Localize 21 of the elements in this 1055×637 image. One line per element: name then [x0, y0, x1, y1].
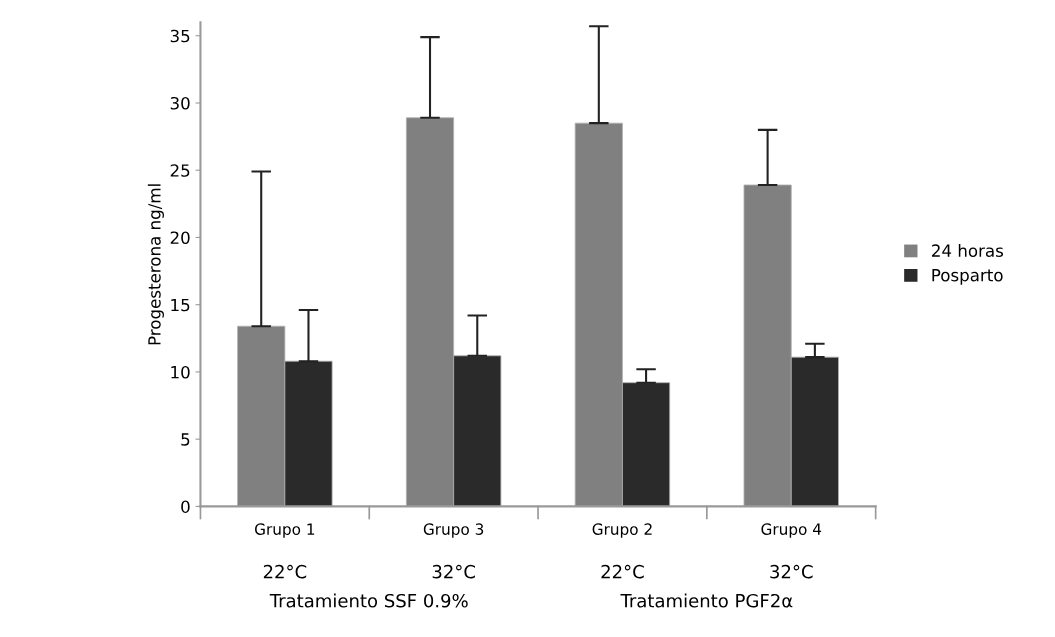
- y-tick-label: 5: [181, 433, 190, 446]
- y-tick-label: 0: [181, 500, 190, 513]
- x-tick-label: Grupo 4: [761, 523, 822, 538]
- text: 32°C: [770, 564, 813, 579]
- y-tick-label: 20: [170, 231, 190, 245]
- x-tick-label: Grupo 3: [423, 523, 484, 538]
- legend-label: Posparto: [932, 269, 1003, 285]
- y-tick-label: 10: [171, 365, 190, 379]
- text: Tratamiento PGF2α: [620, 593, 793, 608]
- text: 22°C: [601, 564, 644, 579]
- text: 22°C: [263, 564, 307, 579]
- x-tick-label: Grupo 2: [592, 523, 652, 538]
- y-axis-title: Progesterona ng/ml: [147, 184, 164, 345]
- y-tick-label: 30: [170, 96, 190, 110]
- x-tick-label: Grupo 1: [255, 523, 315, 538]
- text: 32°C: [432, 564, 475, 579]
- text: Tratamiento SSF 0.9%: [269, 593, 468, 608]
- y-tick-label: 25: [170, 164, 190, 177]
- legend-label: 24 horas: [932, 244, 1004, 257]
- y-tick-label: 15: [171, 298, 190, 312]
- y-tick-label: 35: [170, 29, 190, 43]
